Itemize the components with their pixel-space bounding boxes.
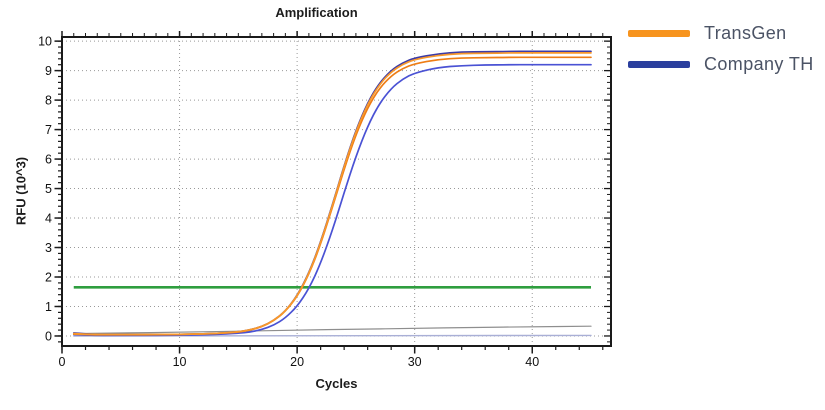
svg-text:20: 20 bbox=[290, 355, 304, 369]
axis-ticks bbox=[54, 31, 611, 354]
svg-text:1: 1 bbox=[45, 300, 52, 314]
svg-text:0: 0 bbox=[45, 329, 52, 343]
legend-swatch-company-th-icon bbox=[628, 61, 690, 68]
svg-text:4: 4 bbox=[45, 212, 52, 226]
series-company-th-rep1 bbox=[72, 50, 592, 336]
svg-text:0: 0 bbox=[59, 355, 66, 369]
legend-item-transgen: TransGen bbox=[628, 21, 814, 46]
series-transgen-rep2 bbox=[72, 56, 592, 336]
svg-text:30: 30 bbox=[408, 355, 422, 369]
x-axis-title: Cycles bbox=[315, 376, 358, 391]
svg-text:10: 10 bbox=[38, 35, 52, 49]
series-transgen-rep1 bbox=[72, 52, 592, 336]
legend: TransGen Company TH bbox=[628, 21, 814, 83]
x-tick-labels: 0 10 20 30 40 bbox=[59, 355, 540, 369]
svg-text:5: 5 bbox=[45, 182, 52, 196]
chart-title: Amplification bbox=[275, 5, 358, 20]
legend-label-transgen: TransGen bbox=[704, 23, 787, 43]
svg-text:6: 6 bbox=[45, 153, 52, 167]
svg-text:10: 10 bbox=[173, 355, 187, 369]
svg-text:3: 3 bbox=[45, 241, 52, 255]
series-background-drift bbox=[73, 325, 592, 335]
svg-text:7: 7 bbox=[45, 123, 52, 137]
svg-text:40: 40 bbox=[525, 355, 539, 369]
series-company-th-rep2 bbox=[72, 63, 592, 337]
legend-swatch-transgen-icon bbox=[628, 30, 690, 37]
y-axis-title: RFU (10^3) bbox=[13, 156, 29, 226]
plot-frame bbox=[61, 36, 612, 347]
svg-text:2: 2 bbox=[45, 271, 52, 285]
svg-text:9: 9 bbox=[45, 64, 52, 78]
y-tick-labels: 0 1 2 3 4 5 6 7 8 9 10 bbox=[38, 35, 52, 344]
legend-label-company-th: Company TH bbox=[704, 54, 814, 74]
legend-item-company-th: Company TH bbox=[628, 52, 814, 77]
svg-text:8: 8 bbox=[45, 94, 52, 108]
